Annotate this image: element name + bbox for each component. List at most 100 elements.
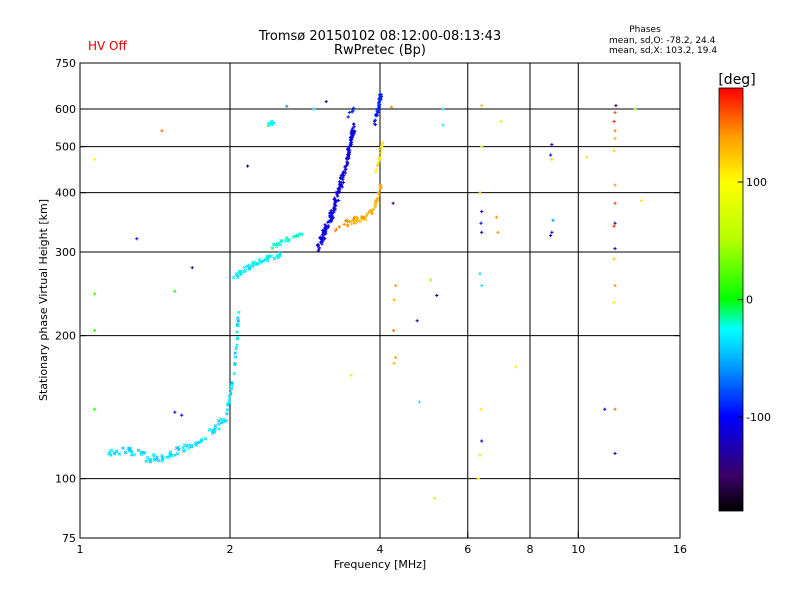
data-point [322,233,326,237]
data-point [347,110,352,115]
data-point [315,244,320,248]
colorbar-tick-label: -100 [746,411,771,424]
data-point [352,122,356,126]
data-point [117,452,122,456]
data-point [349,222,354,226]
data-point [232,371,237,376]
data-point [478,453,482,457]
data-point [155,457,159,462]
data-point [373,204,377,208]
data-point [375,163,380,168]
data-point [259,260,264,264]
data-point [312,107,316,111]
data-point [173,289,177,293]
data-point [135,237,139,241]
data-point [234,346,238,351]
data-point [160,129,164,133]
data-point [343,171,348,175]
data-point [613,407,617,411]
data-point [267,121,271,126]
data-point [640,198,644,203]
data-point [480,283,484,288]
data-point [480,439,484,443]
x-tick-label: 16 [673,543,687,556]
data-point [93,407,97,411]
data-point [379,151,383,155]
grid-lines [80,63,680,538]
data-point [378,92,382,97]
data-point [226,403,230,407]
data-point [203,436,208,441]
data-point [378,183,382,187]
data-point [300,232,304,236]
data-point [359,215,364,219]
data-point [186,443,191,447]
data-point [348,144,353,148]
data-point [394,283,398,288]
data-point [326,220,330,224]
data-point [349,373,353,377]
data-point [175,452,180,456]
data-point [263,257,267,262]
x-tick-label: 10 [571,543,585,556]
data-point [337,225,342,229]
y-tick-label: 600 [55,103,76,116]
data-point [496,230,500,234]
data-point [187,446,191,450]
data-point [181,445,185,450]
data-point [333,229,337,233]
data-point [344,219,348,223]
data-point [357,219,362,223]
colorbar-tick-label: 0 [746,294,753,307]
data-point [480,230,484,234]
y-axis-ticks: 75 100 200 300 400 500 600 750 [55,57,680,545]
data-point [219,421,224,425]
x-axis-ticks: 1 2 4 6 8 10 16 [77,532,687,556]
data-point [417,400,422,404]
data-point [350,129,354,133]
data-point [392,328,396,333]
data-point [279,242,283,247]
data-point [343,165,347,169]
data-point [391,201,395,205]
data-point [374,170,378,174]
data-point [226,402,230,406]
data-point [93,292,97,296]
data-point [499,119,503,124]
data-point [337,180,342,184]
data-point [165,455,169,460]
data-point [549,153,553,157]
data-point [270,246,275,250]
data-point [613,183,617,187]
data-point [603,407,607,411]
data-point [220,418,224,422]
data-point [225,412,229,416]
data-point [235,322,240,327]
data-point [351,217,356,221]
data-point [441,107,445,111]
data-point [246,164,250,168]
data-point [344,167,348,171]
data-point [612,224,616,228]
x-tick-label: 6 [464,543,471,556]
data-point [352,131,356,135]
data-point [236,319,240,323]
data-point [317,246,321,250]
data-point [479,221,483,225]
data-point [285,104,289,108]
data-point [613,129,617,133]
data-point [378,103,382,107]
data-point [337,186,341,191]
data-point [198,440,202,444]
data-point [478,272,482,276]
y-tick-label: 200 [55,330,76,343]
data-point [139,452,143,457]
data-point [285,236,289,240]
data-point [441,123,445,127]
data-point [160,454,164,458]
data-point [379,98,383,102]
x-axis-label: Frequency [MHz] [334,558,426,571]
data-point [213,424,218,428]
data-point [225,408,230,412]
colorbar-unit-label: [deg] [718,72,755,88]
